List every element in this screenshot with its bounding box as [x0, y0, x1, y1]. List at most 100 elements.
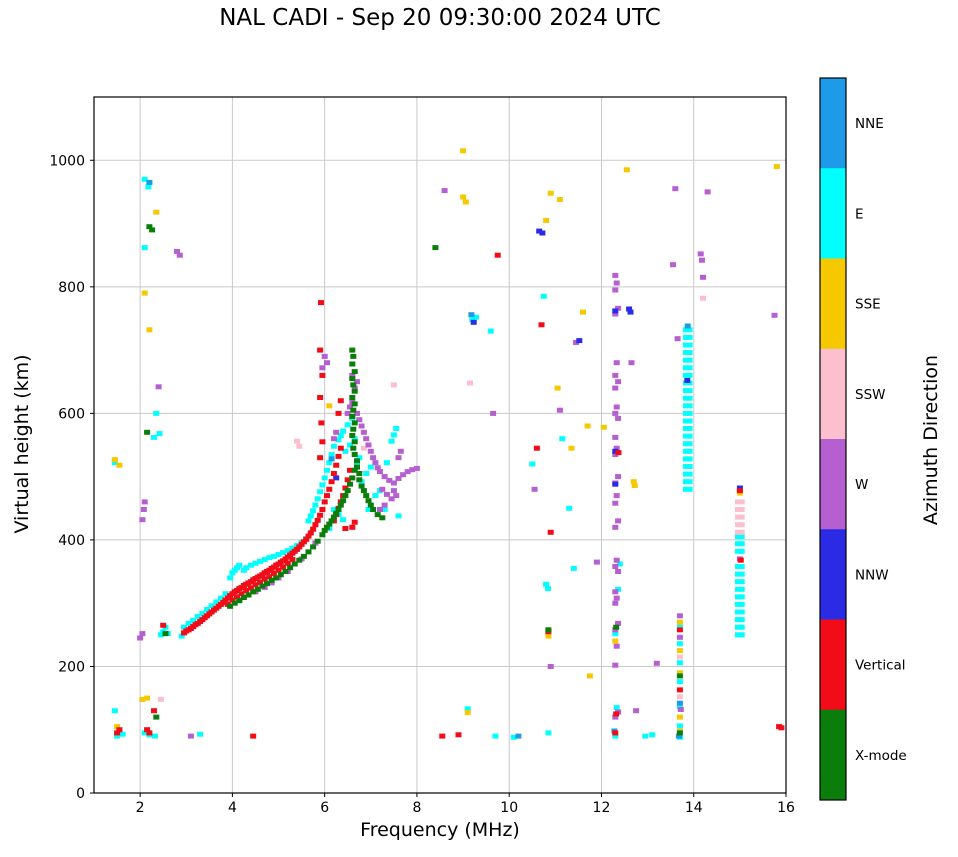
- data-point: [141, 730, 148, 736]
- data-point: [738, 617, 745, 623]
- data-point: [141, 290, 148, 296]
- data-point: [682, 388, 689, 394]
- data-point: [613, 280, 620, 286]
- data-point: [697, 251, 704, 257]
- data-point: [324, 467, 330, 473]
- data-point: [676, 679, 683, 685]
- data-point: [280, 564, 287, 570]
- data-point: [612, 662, 619, 668]
- data-point: [360, 429, 367, 435]
- series-nnw: [333, 228, 743, 491]
- data-point: [686, 365, 693, 371]
- data-point: [360, 488, 367, 494]
- data-point: [144, 695, 151, 701]
- data-point: [682, 342, 689, 348]
- data-point: [613, 404, 620, 410]
- data-point: [240, 567, 247, 573]
- data-point: [682, 395, 689, 401]
- data-point: [676, 673, 683, 679]
- data-point: [349, 361, 356, 367]
- data-point: [335, 507, 342, 512]
- data-point: [676, 687, 683, 693]
- data-point: [350, 353, 357, 359]
- data-point: [738, 514, 745, 520]
- colorbar-segment-ssw: [820, 348, 846, 440]
- data-point: [686, 418, 693, 424]
- data-point: [236, 598, 243, 604]
- data-point: [704, 189, 711, 195]
- data-point: [181, 624, 187, 630]
- data-point: [383, 491, 390, 497]
- data-point: [139, 631, 146, 637]
- colorbar-segment-e: [820, 168, 846, 259]
- data-point: [141, 176, 148, 182]
- x-tick-label: 2: [136, 800, 145, 816]
- data-point: [735, 617, 741, 623]
- data-point: [381, 502, 388, 508]
- data-point: [686, 410, 693, 416]
- data-point: [682, 418, 689, 424]
- x-tick-label: 8: [412, 800, 421, 816]
- data-point: [686, 388, 693, 394]
- data-point: [628, 360, 635, 366]
- data-point: [686, 464, 693, 469]
- data-point: [460, 194, 467, 200]
- data-point: [600, 424, 607, 430]
- data-point: [257, 579, 264, 585]
- data-point: [559, 436, 566, 442]
- data-point: [735, 624, 741, 630]
- data-point: [554, 385, 561, 391]
- data-point: [735, 514, 741, 520]
- data-point: [612, 600, 619, 606]
- data-point: [321, 527, 328, 533]
- data-point: [613, 445, 620, 451]
- data-point: [335, 453, 342, 459]
- data-point: [538, 322, 545, 328]
- data-point: [393, 426, 400, 431]
- data-point: [676, 654, 683, 660]
- data-point: [149, 227, 156, 233]
- data-point: [686, 334, 693, 340]
- data-point: [284, 548, 291, 554]
- data-point: [217, 595, 224, 601]
- data-point: [612, 524, 619, 530]
- data-point: [738, 624, 745, 630]
- data-point: [342, 485, 349, 491]
- data-point: [470, 319, 477, 325]
- data-point: [612, 638, 619, 644]
- data-point: [310, 508, 317, 514]
- data-point: [630, 479, 637, 485]
- data-point: [735, 548, 741, 554]
- data-point: [676, 613, 683, 619]
- data-point: [615, 620, 622, 626]
- data-point: [114, 733, 121, 739]
- data-point: [367, 448, 374, 454]
- data-point: [194, 614, 201, 619]
- data-point: [317, 347, 324, 353]
- data-point: [699, 257, 705, 263]
- data-point: [333, 510, 340, 516]
- data-point: [114, 724, 121, 730]
- data-point: [370, 507, 377, 512]
- data-point: [556, 197, 563, 202]
- series-e: [111, 176, 745, 740]
- data-point: [319, 532, 326, 538]
- data-point: [153, 714, 160, 720]
- data-point: [682, 471, 689, 477]
- data-point: [682, 464, 689, 469]
- data-point: [615, 474, 622, 480]
- data-point: [240, 595, 247, 600]
- data-point: [358, 423, 365, 429]
- data-point: [738, 534, 745, 540]
- data-point: [266, 555, 273, 561]
- data-point: [351, 519, 358, 525]
- data-point: [351, 388, 358, 394]
- data-point: [199, 610, 206, 616]
- data-point: [686, 395, 693, 401]
- x-tick-label: 12: [593, 800, 611, 816]
- data-point: [677, 707, 684, 712]
- data-point: [390, 480, 397, 486]
- data-point: [613, 711, 620, 717]
- data-point: [137, 635, 144, 641]
